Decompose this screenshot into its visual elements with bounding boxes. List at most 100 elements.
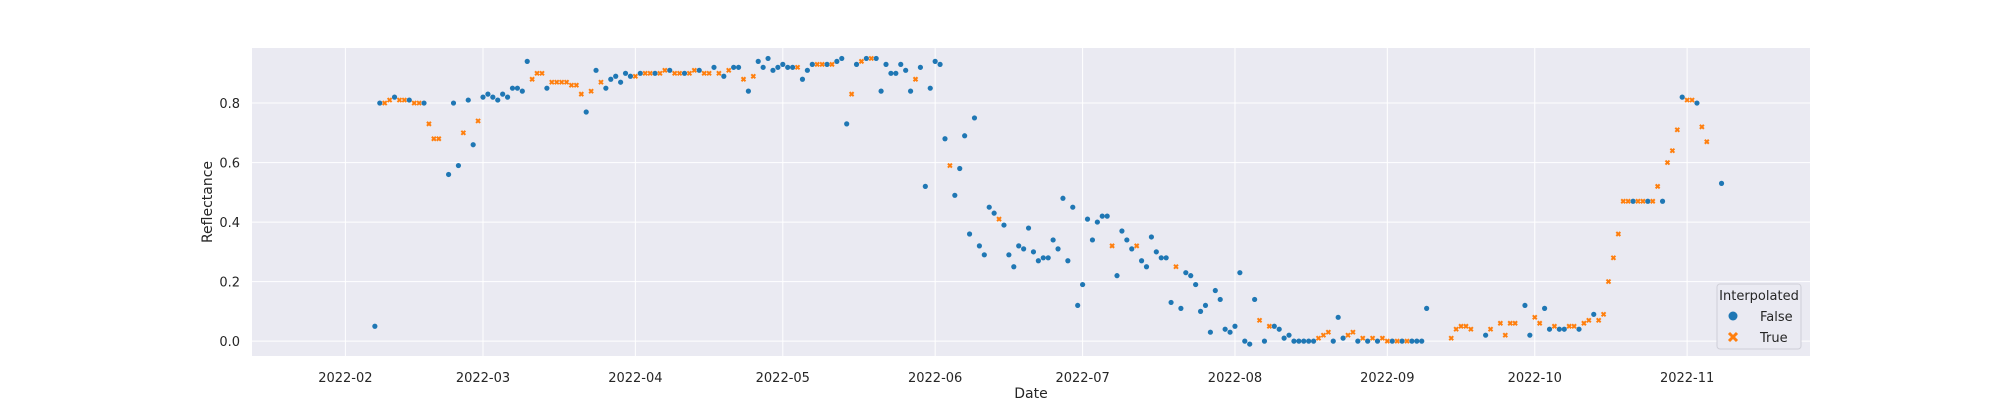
data-point-observed [1271,323,1277,329]
data-point-observed [755,58,761,64]
x-tick-label: 2022-11 [1660,371,1714,386]
data-point-interpolated [416,100,422,106]
data-point-observed [1065,258,1071,264]
data-point-observed [1045,255,1051,261]
data-point-interpolated [716,70,722,77]
data-point-observed [863,55,869,62]
data-point-observed [421,100,427,106]
data-point-interpolated [868,55,874,62]
data-point-observed [544,85,550,91]
data-point-observed [1237,270,1243,276]
data-point-observed [608,76,614,82]
data-point-observed [1247,341,1253,347]
data-point-interpolated [1532,314,1538,321]
data-point-observed [745,88,751,94]
data-point-interpolated [858,58,865,65]
data-point-observed [1281,335,1287,341]
y-tick-label: 0.2 [219,276,240,291]
data-point-observed [1232,323,1238,329]
data-point-observed [372,323,378,329]
data-point-observed [637,70,643,76]
data-point-observed [1188,273,1194,279]
data-point-observed [873,55,879,62]
data-point-observed [981,252,987,258]
data-point-interpolated [814,61,820,68]
data-point-interpolated [529,76,535,82]
data-point-observed [1414,338,1420,344]
x-tick-labels: 2022-02 2022-03 2022-04 2022-05 2022-06 2022-… [318,371,1714,386]
data-point-interpolated [1536,320,1543,326]
data-point-observed [731,64,737,70]
data-point-observed [1129,246,1135,252]
plot-area [252,48,1810,356]
data-point-observed [1104,213,1110,219]
data-point-interpolated [431,136,437,142]
data-point-observed [1070,204,1076,210]
data-point-observed [1178,305,1184,311]
data-point-observed [1679,94,1685,100]
data-point-observed [917,64,924,70]
data-point-interpolated [726,67,732,74]
data-point-observed [514,85,521,91]
data-point-observed [667,67,673,73]
data-point-interpolated [1704,139,1710,145]
data-point-observed [1541,305,1548,311]
data-point-observed [504,94,511,100]
data-point-observed [1138,258,1145,264]
data-point-observed [790,64,796,70]
data-point-interpolated [1379,335,1386,341]
data-points [372,55,1725,347]
data-point-observed [1630,198,1636,204]
data-point-interpolated [1350,329,1356,335]
data-point-interpolated [819,61,825,68]
data-point-observed [971,115,978,121]
data-point-interpolated [1581,320,1587,326]
data-point-interpolated [750,73,757,79]
x-tick-label: 2022-02 [318,371,372,386]
data-point-interpolated [549,79,555,85]
data-point-interpolated [1266,323,1273,329]
data-point-observed [1183,270,1189,276]
data-point-observed [1075,302,1081,309]
x-tick-label: 2022-07 [1055,371,1109,386]
data-point-interpolated [794,64,801,71]
data-point-observed [1527,332,1533,338]
data-point-observed [455,162,462,169]
data-point-observed [1119,228,1125,234]
x-axis-label: Date [1014,386,1047,400]
data-point-observed [1546,326,1553,332]
data-point-observed [465,97,471,103]
data-point-observed [770,67,776,73]
x-tick-label: 2022-06 [908,371,962,386]
data-point-interpolated [1625,198,1631,204]
data-point-observed [1355,338,1361,344]
data-point-interpolated [1571,323,1577,329]
data-point-interpolated [534,70,540,77]
data-point-interpolated [1674,127,1681,133]
data-point-interpolated [1595,317,1602,323]
data-point-interpolated [1256,317,1263,323]
data-point-interpolated [671,70,678,77]
data-point-interpolated [1458,323,1464,329]
data-point-interpolated [1654,183,1661,190]
data-point-observed [613,73,619,79]
legend-false-label: False [1760,310,1793,325]
legend: Interpolated False True [1716,283,1802,350]
y-tick-labels: 0.0 0.2 0.4 0.6 0.8 [219,97,240,350]
data-point-observed [1207,329,1213,335]
data-point-interpolated [1369,335,1376,341]
data-point-observed [470,142,476,148]
data-point-observed [1409,338,1415,344]
data-point-interpolated [647,70,653,77]
data-point-interpolated [1109,243,1115,249]
data-point-observed [1365,338,1371,344]
data-point-observed [809,61,815,67]
data-point-observed [942,136,948,142]
data-point-observed [976,243,982,249]
data-point-interpolated [662,67,668,74]
legend-true-label: True [1759,331,1788,346]
data-point-observed [1202,302,1209,309]
x-tick-label: 2022-03 [456,371,510,386]
data-point-observed [1030,249,1037,255]
